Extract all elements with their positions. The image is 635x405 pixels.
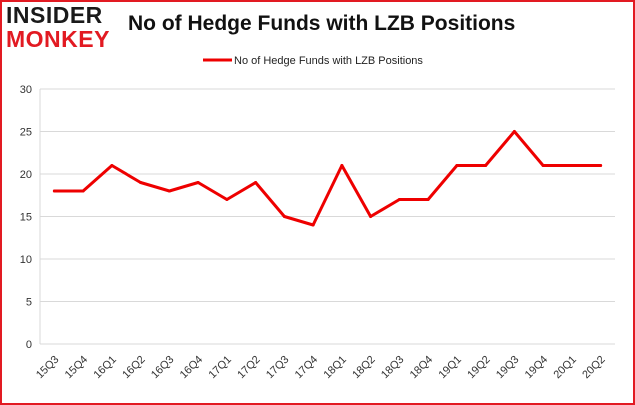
chart-title: No of Hedge Funds with LZB Positions — [128, 12, 516, 35]
x-tick-label: 18Q4 — [408, 354, 436, 382]
data-point — [455, 164, 459, 167]
x-tick-label: 16Q3 — [149, 354, 177, 382]
x-tick-label: 17Q3 — [264, 354, 292, 382]
x-tick-label: 17Q4 — [293, 354, 321, 382]
data-point — [282, 215, 286, 218]
data-point — [167, 189, 171, 193]
y-tick-label: 30 — [20, 84, 32, 96]
data-point — [426, 198, 430, 201]
legend: No of Hedge Funds with LZB Positions — [203, 55, 423, 67]
data-point — [110, 164, 114, 167]
data-point — [196, 181, 200, 184]
y-axis-ticks: 0 5 10 15 20 25 30 — [20, 84, 32, 351]
x-tick-label: 19Q4 — [523, 354, 551, 382]
insider-monkey-logo: INSIDER MONKEY — [6, 4, 118, 52]
data-point — [541, 164, 545, 167]
x-tick-label: 18Q2 — [350, 354, 378, 382]
y-tick-label: 25 — [20, 127, 32, 139]
x-tick-label: 17Q1 — [206, 354, 234, 382]
data-point — [369, 215, 373, 218]
data-point — [397, 198, 401, 201]
x-tick-label: 19Q3 — [494, 354, 522, 382]
data-point — [599, 164, 603, 167]
x-tick-label: 16Q4 — [178, 354, 206, 382]
x-tick-label: 20Q1 — [551, 354, 579, 382]
data-point — [52, 189, 56, 193]
data-point — [254, 181, 258, 184]
x-tick-label: 16Q2 — [120, 354, 148, 382]
data-point — [340, 164, 344, 167]
y-tick-label: 20 — [20, 169, 32, 181]
data-point — [512, 130, 516, 133]
x-tick-label: 17Q2 — [235, 354, 263, 382]
x-tick-label: 18Q3 — [379, 354, 407, 382]
x-tick-label: 16Q1 — [91, 354, 119, 382]
data-point — [81, 189, 85, 193]
data-point — [484, 164, 488, 167]
y-tick-label: 10 — [20, 254, 32, 266]
x-axis-ticks: 15Q3 15Q4 16Q1 16Q2 16Q3 16Q4 17Q1 17Q2 17Q3 17Q4… — [34, 354, 608, 382]
y-tick-label: 5 — [26, 297, 32, 309]
x-tick-label: 19Q1 — [436, 354, 464, 382]
data-point — [139, 181, 143, 184]
logo-bottom-text: MONKEY — [6, 26, 110, 52]
series-group — [52, 130, 603, 227]
data-point — [311, 223, 315, 227]
data-point — [225, 198, 229, 201]
logo-top-text: INSIDER — [6, 2, 103, 28]
x-tick-label: 15Q3 — [34, 354, 62, 382]
y-tick-label: 15 — [20, 212, 32, 224]
x-tick-label: 15Q4 — [63, 354, 91, 382]
x-tick-label: 18Q1 — [321, 354, 349, 382]
data-point — [570, 164, 574, 167]
x-tick-label: 20Q2 — [580, 354, 608, 382]
y-tick-label: 0 — [26, 339, 32, 351]
legend-label: No of Hedge Funds with LZB Positions — [234, 55, 423, 67]
series-line — [52, 130, 603, 227]
x-tick-label: 19Q2 — [465, 354, 493, 382]
gridlines — [39, 88, 615, 345]
